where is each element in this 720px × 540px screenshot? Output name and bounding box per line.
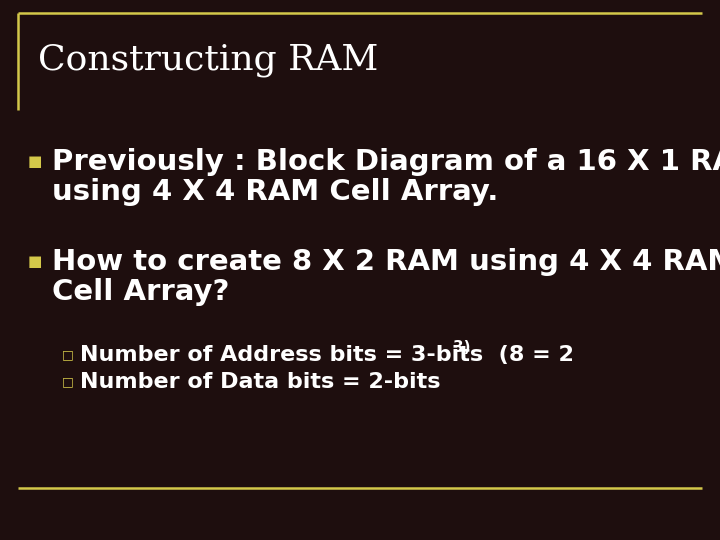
Text: □: □ [62, 348, 73, 361]
Text: □: □ [62, 375, 73, 388]
Text: Constructing RAM: Constructing RAM [38, 43, 379, 77]
Text: Number of Address bits = 3-bits  (8 = 2: Number of Address bits = 3-bits (8 = 2 [80, 345, 574, 365]
Text: Number of Data bits = 2-bits: Number of Data bits = 2-bits [80, 372, 441, 392]
Text: ■: ■ [28, 254, 42, 269]
Text: Cell Array?: Cell Array? [52, 278, 230, 306]
Text: using 4 X 4 RAM Cell Array.: using 4 X 4 RAM Cell Array. [52, 178, 498, 206]
Text: ■: ■ [28, 154, 42, 170]
Text: Previously : Block Diagram of a 16 X 1 RAM: Previously : Block Diagram of a 16 X 1 R… [52, 148, 720, 176]
Text: 3): 3) [453, 341, 470, 355]
Text: How to create 8 X 2 RAM using 4 X 4 RAM: How to create 8 X 2 RAM using 4 X 4 RAM [52, 248, 720, 276]
